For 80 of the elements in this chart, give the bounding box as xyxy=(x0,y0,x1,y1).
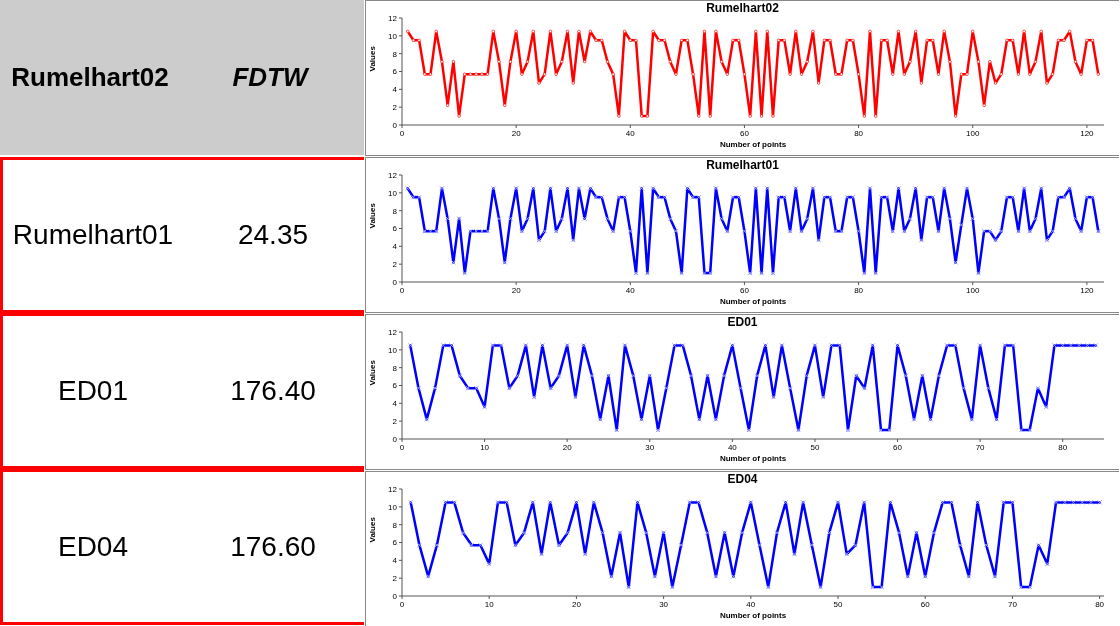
x-tick-label: 60 xyxy=(893,442,903,452)
x-tick-label: 40 xyxy=(727,442,738,452)
x-tick-label: 80 xyxy=(1058,442,1068,452)
x-tick-label: 70 xyxy=(975,442,986,452)
chart-title: Rumelhart01 xyxy=(706,158,779,172)
y-tick-label: 6 xyxy=(392,67,398,77)
y-tick-label: 10 xyxy=(388,502,398,512)
x-tick-label: 70 xyxy=(1007,599,1018,609)
y-tick-label: 4 xyxy=(392,85,398,95)
y-tick-label: 12 xyxy=(388,484,398,494)
x-tick-label: 100 xyxy=(966,285,980,295)
y-tick-label: 8 xyxy=(392,206,398,216)
y-tick-label: 6 xyxy=(392,224,398,234)
y-tick-label: 6 xyxy=(392,381,398,391)
x-tick-label: 40 xyxy=(625,128,636,138)
x-tick-label: 10 xyxy=(480,442,490,452)
x-tick-label: 50 xyxy=(810,442,820,452)
category-label: ED04 xyxy=(56,531,129,563)
x-axis-title: Number of points xyxy=(719,140,787,149)
x-tick-label: 120 xyxy=(1080,128,1095,138)
x-tick-label: 60 xyxy=(739,128,750,138)
x-tick-label: 20 xyxy=(511,128,522,138)
x-tick-label: 10 xyxy=(484,599,495,609)
x-tick-label: 60 xyxy=(739,285,750,295)
y-tick-label: 6 xyxy=(392,538,398,548)
y-tick-label: 4 xyxy=(392,399,398,409)
y-tick-label: 4 xyxy=(392,556,398,566)
x-axis-title: Number of points xyxy=(719,297,787,306)
y-tick-label: 2 xyxy=(392,260,398,270)
y-tick-label: 2 xyxy=(392,103,398,113)
y-axis-title: Values xyxy=(367,45,377,72)
x-tick-label: 30 xyxy=(645,442,655,452)
y-tick-label: 10 xyxy=(388,31,398,41)
y-tick-label: 12 xyxy=(388,170,398,180)
x-tick-label: 0 xyxy=(399,285,405,295)
y-axis-title: Values xyxy=(367,359,377,386)
x-tick-label: 120 xyxy=(1080,285,1095,295)
text: 176.40 xyxy=(229,375,317,407)
x-tick-label: 80 xyxy=(854,285,864,295)
x-axis-title: Number of points xyxy=(719,454,787,463)
x-tick-label: 60 xyxy=(920,599,931,609)
y-tick-label: 0 xyxy=(392,591,398,601)
text: Rumelhart02 xyxy=(10,62,170,93)
x-tick-label: 80 xyxy=(854,128,864,138)
text: FDTW xyxy=(231,62,310,93)
x-tick-label: 80 xyxy=(1095,599,1105,609)
y-tick-label: 8 xyxy=(392,520,398,530)
y-tick-label: 10 xyxy=(388,188,398,198)
y-tick-label: 4 xyxy=(392,242,398,252)
x-tick-label: 0 xyxy=(399,442,405,452)
chart-title: ED04 xyxy=(727,472,758,486)
y-axis-title: Values xyxy=(367,202,377,229)
y-tick-label: 10 xyxy=(388,345,398,355)
category-label: ED01 xyxy=(56,375,129,407)
x-axis-title: Number of points xyxy=(719,611,787,620)
x-tick-label: 50 xyxy=(833,599,844,609)
y-tick-label: 8 xyxy=(392,49,398,59)
text: 176.60 xyxy=(229,531,317,563)
x-tick-label: 40 xyxy=(746,599,756,609)
x-tick-label: 100 xyxy=(966,128,980,138)
y-tick-label: 2 xyxy=(392,417,398,427)
x-tick-label: 40 xyxy=(625,285,636,295)
y-axis-title: Values xyxy=(367,516,377,543)
category-label: Rumelhart01 xyxy=(11,219,175,251)
y-tick-label: 0 xyxy=(392,277,398,287)
x-tick-label: 20 xyxy=(511,285,522,295)
x-tick-label: 20 xyxy=(562,442,573,452)
y-tick-label: 12 xyxy=(388,327,398,337)
y-tick-label: 2 xyxy=(392,574,398,584)
y-tick-label: 8 xyxy=(392,363,398,373)
x-tick-label: 30 xyxy=(659,599,669,609)
x-tick-label: 0 xyxy=(399,128,405,138)
text: 24.35 xyxy=(236,219,310,251)
chart-title: ED01 xyxy=(727,315,758,329)
x-tick-label: 20 xyxy=(571,599,582,609)
chart-title: Rumelhart02 xyxy=(706,1,779,15)
y-tick-label: 12 xyxy=(388,13,398,23)
y-tick-label: 0 xyxy=(392,434,398,444)
x-tick-label: 0 xyxy=(399,599,405,609)
y-tick-label: 0 xyxy=(392,120,398,130)
